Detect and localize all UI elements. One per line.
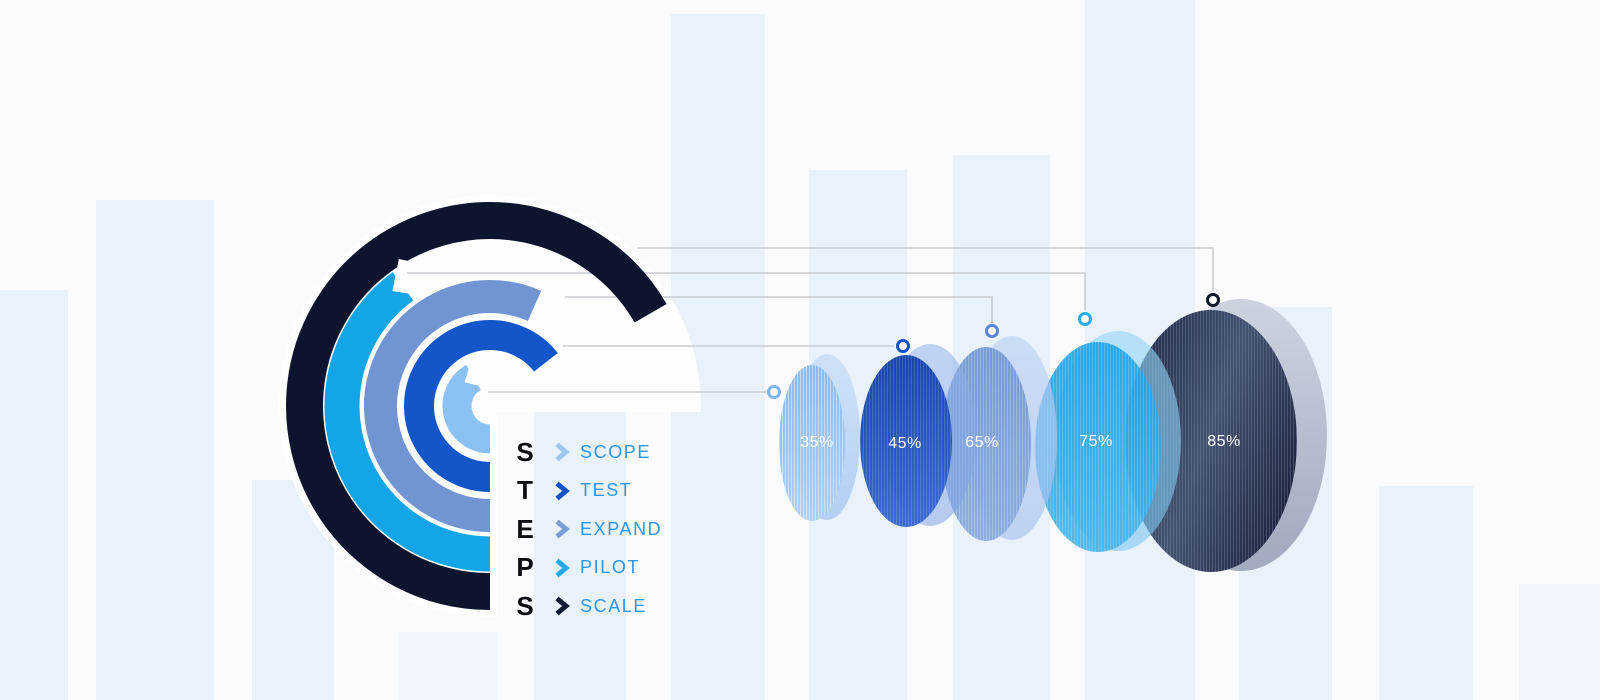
- progress-arc-expand: [364, 280, 542, 532]
- percent-label-pilot: 75%: [1079, 433, 1113, 450]
- arc-tip-notch-scope: [464, 358, 491, 389]
- acronym-letter: E: [516, 513, 534, 544]
- background-bar: [1519, 584, 1600, 700]
- chevron-right-icon: [544, 481, 580, 501]
- disc-main-scope: [779, 365, 845, 521]
- chevron-right-glyph: [555, 442, 570, 462]
- chevron-right-icon: [544, 519, 580, 539]
- chevron-right-icon: [544, 558, 580, 578]
- chevron-right-glyph: [555, 481, 570, 501]
- chevron-right-glyph: [555, 558, 570, 578]
- background-bar: [398, 632, 498, 700]
- steps-legend: S SCOPE T TEST E EXPAND P PILOT S SCALE: [506, 433, 662, 626]
- ring-marker-icon-scale: [1206, 293, 1220, 307]
- step-label: PILOT: [580, 557, 641, 578]
- connector-line-expand: [565, 296, 993, 323]
- percent-label-expand: 65%: [965, 434, 999, 451]
- acronym-letter: T: [517, 475, 533, 506]
- arc-tip-notch-pilot: [392, 258, 427, 297]
- connector-line-scale: [637, 247, 1214, 291]
- legend-row-pilot: P PILOT: [506, 549, 662, 588]
- percent-label-test: 45%: [888, 435, 922, 452]
- chevron-right-icon: [544, 596, 580, 616]
- ring-marker-icon-expand: [985, 324, 999, 338]
- ring-marker-icon-test: [896, 339, 910, 353]
- step-label: SCALE: [580, 595, 648, 616]
- background-bar: [1379, 486, 1473, 700]
- background-bar: [0, 290, 68, 700]
- legend-row-test: T TEST: [506, 472, 662, 511]
- step-label: EXPAND: [580, 518, 663, 539]
- step-label: TEST: [580, 480, 633, 501]
- chevron-right-icon: [544, 442, 580, 462]
- chevron-right-glyph: [555, 519, 570, 539]
- background-bar: [96, 200, 214, 700]
- ring-marker-icon-pilot: [1078, 312, 1092, 326]
- progress-arc-test: [404, 320, 558, 492]
- ring-marker-icon-scope: [767, 385, 781, 399]
- progress-arc-scope: [442, 364, 491, 454]
- progress-arc-pilot: [324, 272, 491, 572]
- percent-label-scale: 85%: [1207, 433, 1241, 450]
- acronym-letter: S: [516, 590, 534, 621]
- legend-row-scope: S SCOPE: [506, 433, 662, 472]
- chevron-right-glyph: [555, 596, 570, 616]
- acronym-letter: S: [516, 436, 534, 467]
- legend-row-expand: E EXPAND: [506, 510, 662, 549]
- disc-main-test: [860, 355, 952, 527]
- progress-arc-scale: [286, 202, 667, 610]
- percent-label-scope: 35%: [800, 434, 834, 451]
- acronym-letter: P: [516, 552, 534, 583]
- step-label: SCOPE: [580, 441, 652, 462]
- legend-row-scale: S SCALE: [506, 587, 662, 626]
